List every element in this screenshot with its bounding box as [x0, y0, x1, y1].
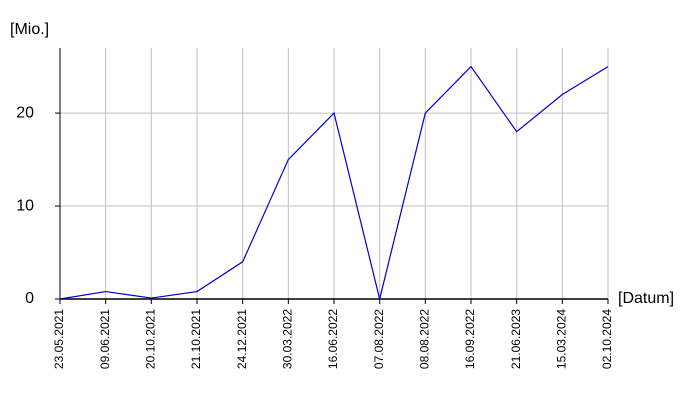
y-axis-label: [Mio.]: [10, 21, 49, 38]
x-tick-label: 16.09.2022: [463, 309, 477, 369]
x-tick-label: 02.10.2024: [600, 309, 614, 369]
x-tick-label: 24.12.2021: [235, 309, 249, 369]
x-tick-label: 15.03.2024: [555, 309, 569, 369]
y-tick-label: 20: [16, 104, 34, 121]
x-tick-label: 21.10.2021: [189, 309, 203, 369]
x-tick-label: 23.05.2021: [52, 309, 66, 369]
x-tick-label: 16.06.2022: [326, 309, 340, 369]
x-tick-label: 30.03.2022: [281, 309, 295, 369]
x-tick-label: 07.08.2022: [372, 309, 386, 369]
y-tick-label: 0: [25, 290, 34, 307]
x-tick-label: 08.08.2022: [418, 309, 432, 369]
data-line: [59, 65, 609, 300]
x-tick-label: 20.10.2021: [144, 309, 158, 369]
x-axis-label: [Datum]: [618, 290, 674, 307]
x-tick-label: 21.06.2023: [509, 309, 523, 369]
y-tick-label: 10: [16, 197, 34, 214]
x-tick-label: 09.06.2021: [98, 309, 112, 369]
